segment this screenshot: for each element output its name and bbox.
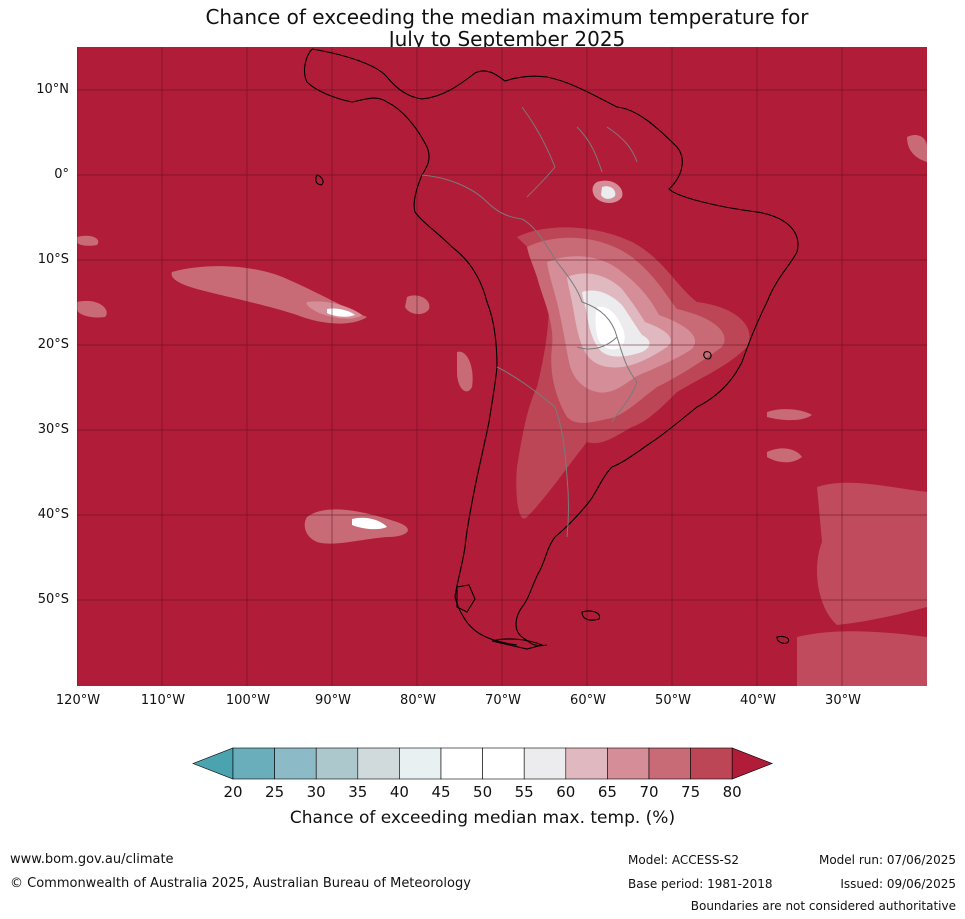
colorbar-tick-50: 50	[473, 783, 493, 801]
colorbar-cell-40-45	[399, 747, 442, 780]
colorbar-tick-25: 25	[265, 783, 285, 801]
coastlines	[303, 48, 799, 650]
colorbar-cell-65-70	[607, 747, 650, 780]
colorbar-tick-30: 30	[306, 783, 326, 801]
probability-map	[77, 47, 927, 686]
colorbar-tick-40: 40	[389, 783, 409, 801]
footer-base-period: Base period: 1981-2018	[628, 877, 773, 891]
lon-label-60w: 60°W	[570, 693, 606, 708]
colorbar-tick-60: 60	[556, 783, 576, 801]
colorbar-cell-30-35	[315, 747, 359, 780]
lon-label-110w: 110°W	[140, 693, 186, 708]
colorbar-label: Chance of exceeding median max. temp. (%…	[289, 808, 676, 828]
lon-label-40w: 40°W	[740, 693, 776, 708]
colorbar-tick-55: 55	[514, 783, 534, 801]
colorbar-tick-20: 20	[223, 783, 243, 801]
colorbar-cell-75-80	[690, 747, 733, 780]
lat-label-50s: 50°S	[37, 592, 69, 607]
colorbar	[192, 747, 774, 780]
lon-label-80w: 80°W	[400, 693, 436, 708]
colorbar-tick-75: 75	[681, 783, 701, 801]
lat-label-10s: 10°S	[37, 252, 69, 267]
footer-disclaimer: Boundaries are not considered authoritat…	[690, 899, 956, 913]
map-gridlines	[77, 47, 927, 686]
colorbar-cell-70-75	[648, 747, 691, 780]
lat-label-30s: 30°S	[37, 422, 69, 437]
colorbar-cell-55-60	[523, 747, 567, 780]
colorbar-cell-60-65	[565, 747, 608, 780]
lat-label-40s: 40°S	[37, 507, 69, 522]
colorbar-cell-below-20	[192, 747, 234, 780]
colorbar-cell-45-50	[440, 747, 483, 780]
footer-copyright: © Commonwealth of Australia 2025, Austra…	[10, 876, 471, 891]
lon-label-120w: 120°W	[55, 693, 101, 708]
colorbar-cell-25-30	[274, 747, 317, 780]
lat-label-10n: 10°N	[36, 82, 69, 97]
map-title-line2: July to September 2025	[388, 27, 626, 51]
colorbar-tick-80: 80	[722, 783, 742, 801]
map-title-line1: Chance of exceeding the median maximum t…	[205, 5, 809, 29]
lon-label-50w: 50°W	[655, 693, 691, 708]
lat-label-20s: 20°S	[37, 337, 69, 352]
lon-label-70w: 70°W	[485, 693, 521, 708]
colorbar-cell-35-40	[357, 747, 400, 780]
colorbar-tick-35: 35	[348, 783, 368, 801]
colorbar-cells	[192, 747, 774, 780]
footer-model: Model: ACCESS-S2	[628, 853, 740, 867]
country-borders	[421, 106, 638, 538]
lon-label-90w: 90°W	[315, 693, 351, 708]
lon-label-100w: 100°W	[225, 693, 271, 708]
footer-website[interactable]: www.bom.gov.au/climate	[10, 852, 174, 867]
footer-model-run: Model run: 07/06/2025	[818, 853, 956, 867]
colorbar-tick-70: 70	[639, 783, 659, 801]
lat-label-0: 0°	[54, 167, 69, 182]
colorbar-cell-50-55	[482, 747, 525, 780]
colorbar-tick-45: 45	[431, 783, 451, 801]
lon-label-30w: 30°W	[825, 693, 861, 708]
colorbar-tick-65: 65	[597, 783, 617, 801]
colorbar-cell-20-25	[232, 747, 275, 780]
colorbar-cell-above-80	[731, 747, 774, 780]
footer-issued: Issued: 09/06/2025	[840, 877, 956, 891]
